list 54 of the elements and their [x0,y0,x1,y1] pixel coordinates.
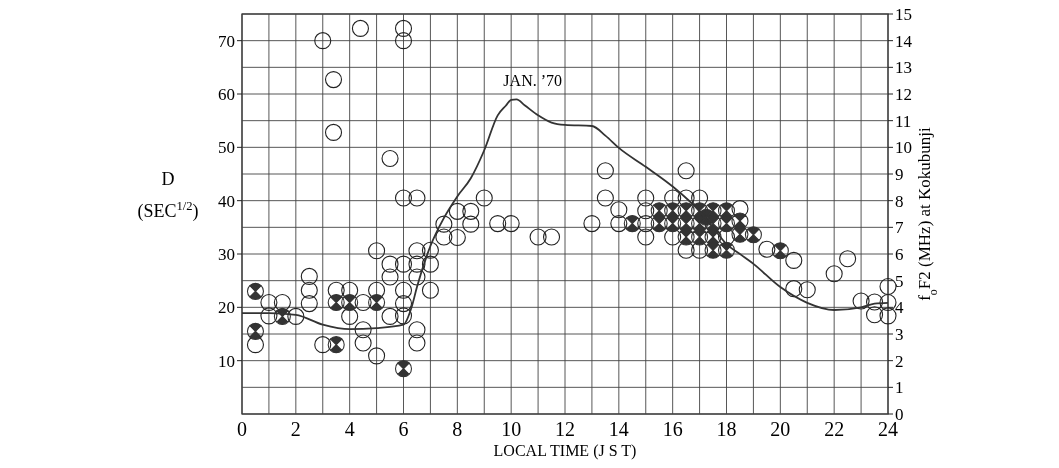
x-tick-label: 4 [344,418,355,440]
x-tick-label: 6 [398,418,409,440]
x-tick-label: 20 [770,418,791,440]
point [327,336,345,354]
point [623,215,641,233]
y2-tick-label: 1 [895,378,904,398]
point [650,215,668,233]
point [717,215,736,233]
y2-tick-label: 11 [895,111,912,131]
y2-tick-label: 14 [895,31,913,51]
point [744,226,762,244]
y2-tick-label: 13 [895,58,912,78]
y-tick-label: 60 [218,84,235,104]
point [246,282,265,300]
point [691,228,709,246]
y-tick-label: 20 [218,298,235,318]
x-tick-label: 18 [716,418,737,440]
point [341,294,359,312]
point [246,322,265,340]
y2-tick-label: 7 [895,218,904,238]
y2-tick-label: 8 [895,191,904,211]
x-axis-title: LOCAL TIME (J S T) [493,442,637,460]
point [327,294,345,312]
y2-tick-label: 5 [895,271,904,291]
y2-tick-label: 4 [895,298,904,318]
y-tick-label: 10 [218,351,235,371]
x-tick-label: 16 [662,418,683,440]
point [704,241,722,259]
x-tick-label: 2 [290,418,301,440]
x-tick-label: 12 [555,418,575,440]
y2-tick-label: 6 [895,244,904,264]
x-tick-label: 0 [237,418,247,440]
y2-tick-label: 3 [895,324,904,344]
annotation: JAN. ’70 [503,72,563,89]
point [368,294,386,312]
y-tick-label: 50 [218,138,235,158]
x-tick-label: 14 [608,418,629,440]
x-tick-label: 22 [824,418,845,440]
y-tick-label: 30 [218,244,235,264]
x-tick-label: 10 [501,418,522,440]
point [731,225,749,243]
point [394,360,413,378]
y-tick-label: 70 [218,31,235,51]
point [771,242,789,260]
y2-tick-label: 12 [895,84,912,104]
x-tick-label: 8 [452,418,463,440]
point [664,215,682,233]
y2-tick-label: 15 [895,4,912,24]
y2-tick-label: 10 [895,138,912,158]
y2-tick-label: 9 [895,164,904,184]
y-axis-title: D (SEC$^{1/2}$) [137,168,199,222]
y-tick-label: 40 [218,191,235,211]
y2-tick-label: 2 [895,351,904,371]
y2-tick-label: 0 [895,404,904,424]
